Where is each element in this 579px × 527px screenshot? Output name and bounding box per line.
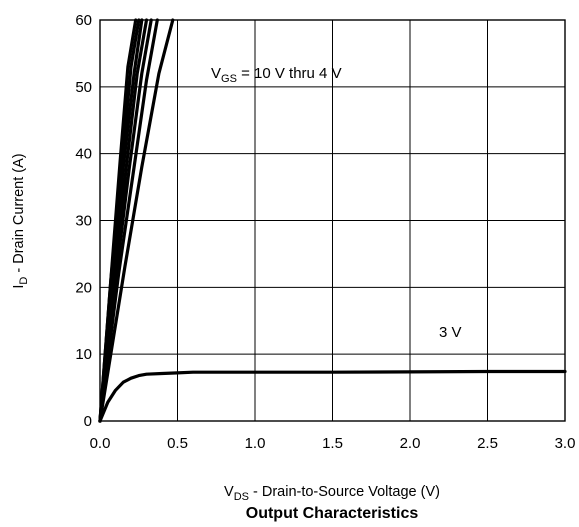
series-line [98, 369, 567, 423]
series-line [98, 18, 175, 423]
y-tick-labels: 0 10 20 30 40 50 60 [75, 12, 92, 430]
x-axis-label: VDS - Drain-to-Source Voltage (V) [224, 484, 440, 503]
x-tick-label: 0.5 [167, 435, 188, 452]
x-tick-label: 3.0 [555, 435, 576, 452]
series-layer [98, 18, 567, 423]
y-tick-label: 0 [84, 413, 92, 430]
x-tick-label: 1.5 [322, 435, 343, 452]
y-tick-label: 40 [75, 146, 92, 163]
vgs-3v-annotation: 3 V [439, 324, 462, 341]
plot-frame [99, 19, 566, 422]
y-tick-label: 50 [75, 79, 92, 96]
series-line [98, 18, 138, 423]
y-tick-label: 10 [75, 346, 92, 363]
x-tick-label: 2.5 [477, 435, 498, 452]
x-tick-label: 0.0 [90, 435, 111, 452]
vgs-range-annotation: VGS = 10 V thru 4 V [211, 65, 342, 85]
y-tick-label: 20 [75, 279, 92, 296]
x-tick-labels: 0.0 0.5 1.0 1.5 2.0 2.5 3.0 [90, 435, 576, 452]
chart-title: Output Characteristics [246, 505, 419, 522]
y-tick-label: 30 [75, 213, 92, 230]
x-tick-label: 2.0 [400, 435, 421, 452]
x-tick-label: 1.0 [245, 435, 266, 452]
y-axis-label: ID - Drain Current (A) [11, 153, 30, 288]
y-tick-label: 60 [75, 12, 92, 29]
